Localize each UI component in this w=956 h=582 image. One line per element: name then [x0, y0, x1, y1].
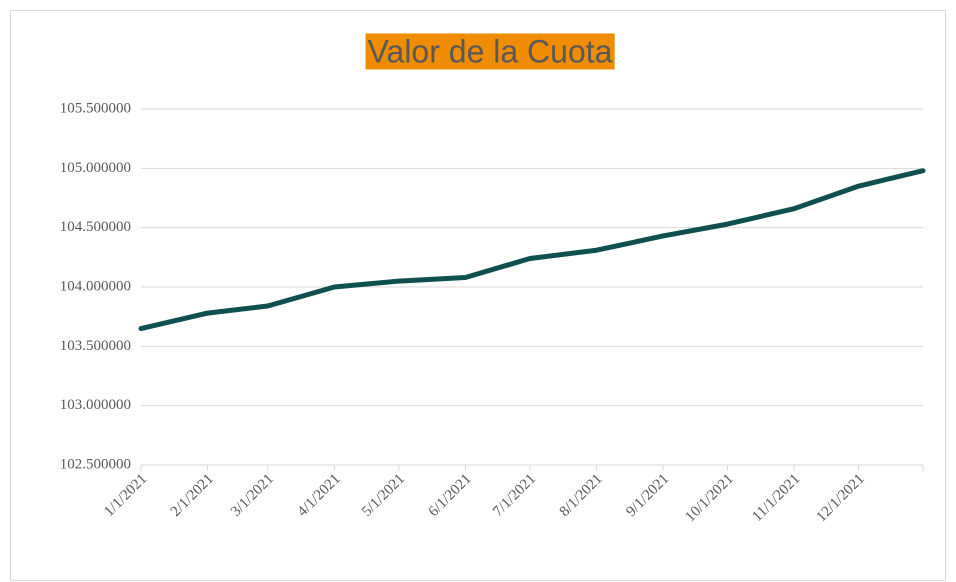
y-tick-label: 104.500000 [60, 219, 131, 235]
y-tick-label: 103.000000 [60, 397, 131, 413]
y-tick-label: 105.000000 [60, 160, 131, 176]
y-tick-label: 102.500000 [60, 456, 131, 472]
y-tick-label: 103.500000 [60, 338, 131, 354]
chart-border [10, 10, 946, 581]
chart-title: Valor de la Cuota [368, 33, 613, 69]
data-line [138, 168, 926, 332]
y-tick-label: 105.500000 [60, 100, 131, 116]
y-tick-label: 104.000000 [60, 278, 131, 294]
title-background [365, 33, 615, 70]
